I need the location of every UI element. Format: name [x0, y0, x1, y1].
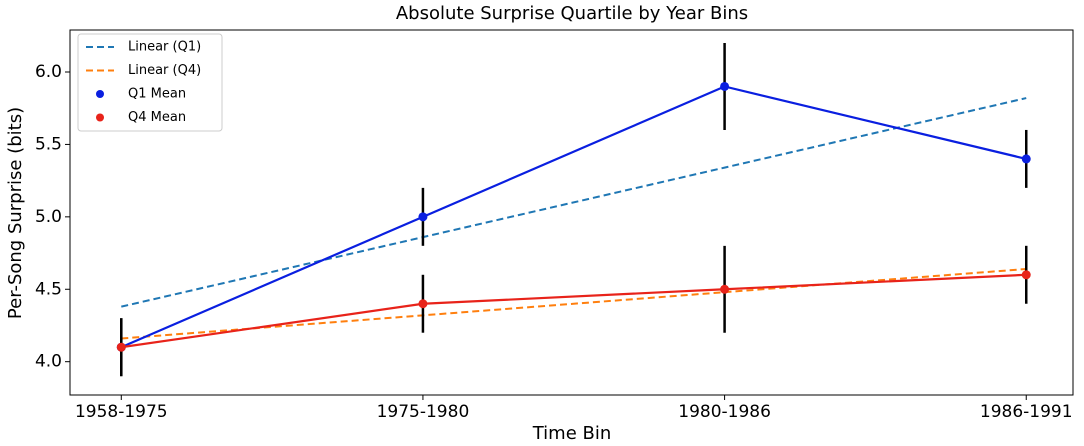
- legend-label: Q4 Mean: [128, 110, 186, 125]
- y-axis-label: Per-Song Surprise (bits): [5, 107, 26, 319]
- x-axis-label: Time Bin: [532, 423, 612, 444]
- legend-marker: [96, 113, 104, 122]
- point: [1021, 154, 1031, 164]
- plot-frame: [69, 29, 1074, 396]
- point: [1021, 270, 1031, 280]
- x-tick-label: 1986-1991: [980, 402, 1073, 422]
- point: [418, 299, 428, 309]
- series-line: [121, 267, 1027, 340]
- x-tick-label: 1980-1986: [678, 402, 771, 422]
- y-tick-label: 5.5: [35, 134, 62, 154]
- legend-label: Q1 Mean: [128, 87, 186, 102]
- point: [418, 212, 428, 222]
- x-tick-label: 1975-1980: [377, 402, 470, 422]
- legend-box: [77, 33, 223, 132]
- legend-label: Linear (Q1): [128, 40, 201, 55]
- legend-label: Linear (Q4): [128, 63, 201, 78]
- series-line: [121, 97, 1027, 308]
- x-tick-label: 1958-1975: [75, 402, 168, 422]
- point: [720, 81, 730, 91]
- y-tick-label: 4.5: [35, 279, 62, 299]
- y-tick-label: 4.0: [35, 352, 62, 372]
- point: [116, 342, 126, 352]
- legend-marker: [96, 90, 104, 98]
- series-line: [120, 85, 1027, 349]
- series-line: [121, 273, 1027, 349]
- y-tick-label: 6.0: [35, 62, 62, 82]
- y-tick-label: 5.0: [35, 207, 62, 227]
- chart-title: Absolute Surprise Quartile by Year Bins: [396, 3, 748, 24]
- point: [720, 284, 730, 294]
